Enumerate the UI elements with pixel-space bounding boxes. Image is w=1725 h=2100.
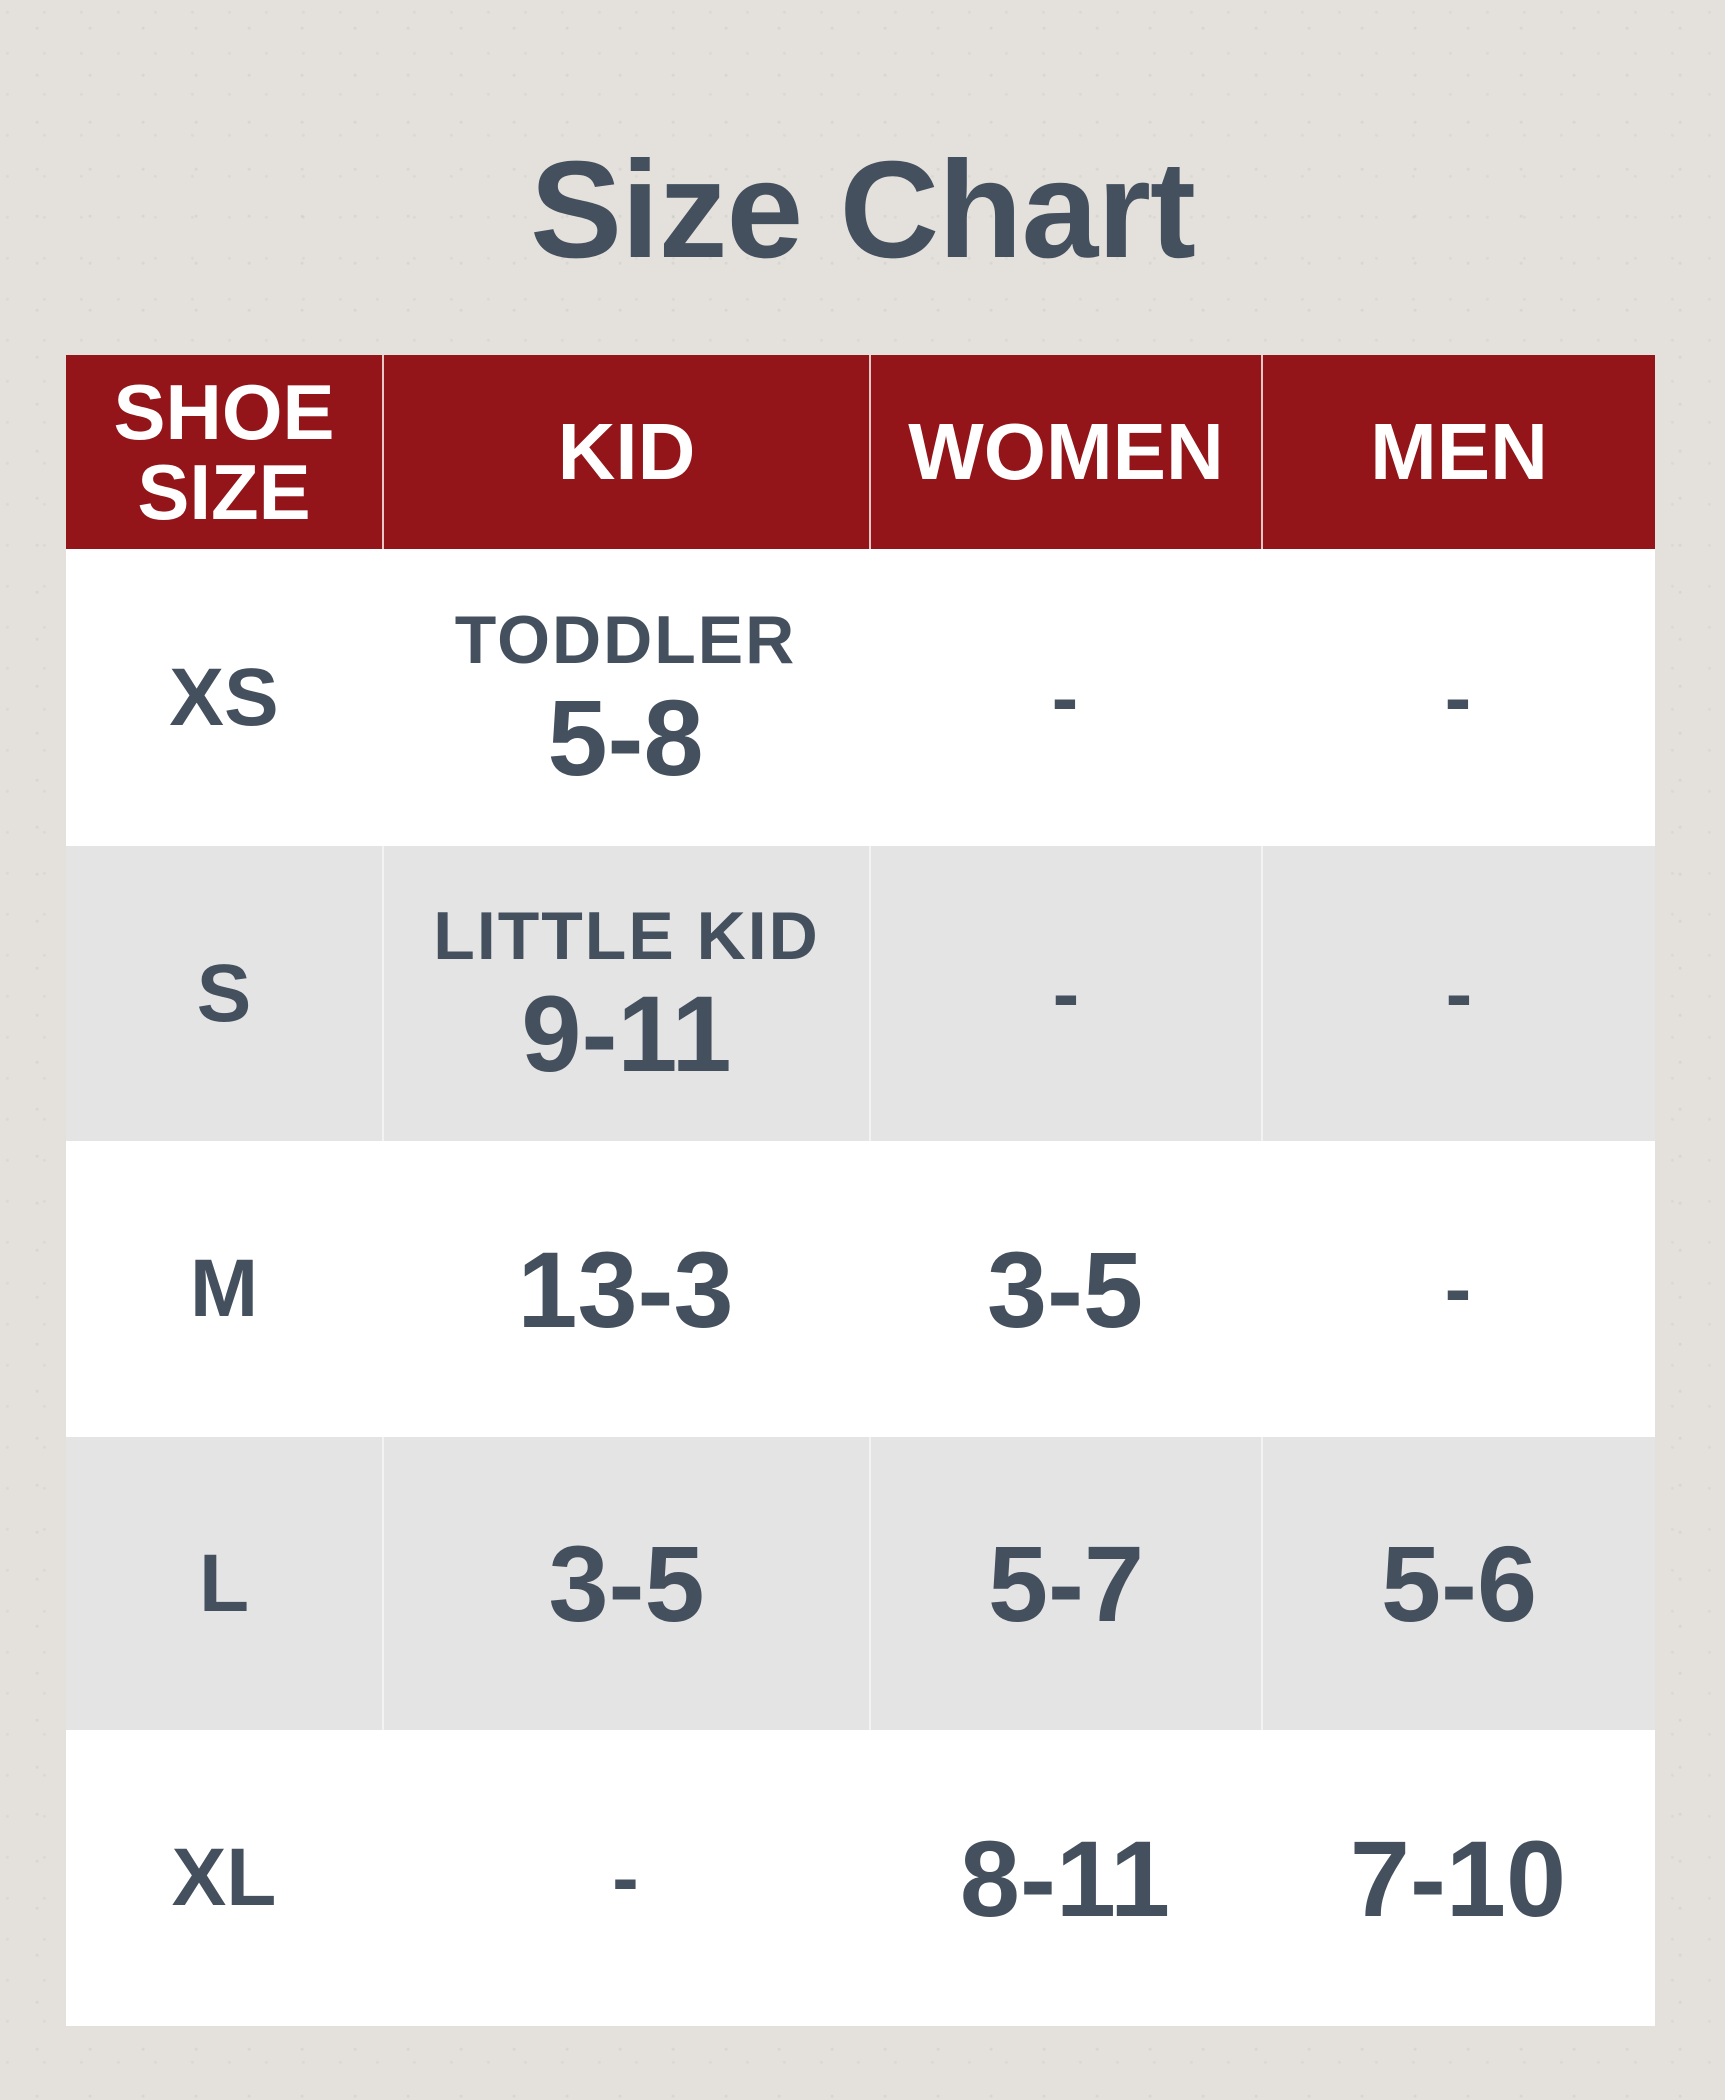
women-size: 8-11	[959, 1817, 1171, 1939]
header-men: MEN	[1261, 355, 1655, 549]
page-title: Size Chart	[530, 133, 1196, 287]
women-cell: 8-11	[869, 1730, 1261, 2026]
women-cell: 3-5	[869, 1141, 1261, 1437]
men-size: 5-6	[1380, 1523, 1538, 1644]
men-cell: 7-10	[1261, 1730, 1655, 2026]
women-cell: -	[869, 549, 1261, 846]
size-label: L	[198, 1537, 250, 1629]
kid-category: TODDLER	[454, 602, 797, 678]
kid-cell: 3-5	[382, 1437, 869, 1730]
size-label: XL	[171, 1832, 277, 1923]
kid-size: 9-11	[521, 973, 732, 1094]
women-cell: 5-7	[869, 1437, 1261, 1730]
header-shoe-size: SHOE SIZE	[66, 355, 382, 549]
women-cell: -	[869, 846, 1261, 1141]
kid-size: -	[612, 1833, 639, 1922]
kid-category: LITTLE KID	[433, 898, 820, 974]
kid-cell: TODDLER 5-8	[382, 549, 869, 846]
row-size-cell: S	[66, 846, 382, 1141]
row-size-cell: L	[66, 1437, 382, 1730]
men-cell: 5-6	[1261, 1437, 1655, 1730]
men-size: -	[1444, 1244, 1472, 1333]
header-kid: KID	[382, 355, 869, 549]
men-size: -	[1444, 652, 1472, 742]
size-label: M	[189, 1243, 259, 1334]
row-size-cell: M	[66, 1141, 382, 1437]
size-chart-table: SHOE SIZE KID WOMEN MEN XS TODDLER 5-8 - - S L…	[66, 355, 1655, 2026]
header-women: WOMEN	[869, 355, 1261, 549]
row-size-cell: XS	[66, 549, 382, 846]
men-size: 7-10	[1349, 1817, 1567, 1939]
row-size-cell: XL	[66, 1730, 382, 2026]
men-cell: -	[1261, 549, 1655, 846]
women-size: 5-7	[987, 1523, 1145, 1644]
women-size: -	[1051, 652, 1079, 742]
size-label: XS	[169, 651, 279, 743]
women-size: -	[1052, 948, 1080, 1038]
kid-cell: LITTLE KID 9-11	[382, 846, 869, 1141]
men-size: -	[1445, 948, 1473, 1038]
header-label: SHOE SIZE	[113, 368, 335, 536]
kid-cell: -	[382, 1730, 869, 2026]
kid-size: 5-8	[547, 677, 704, 798]
kid-size: 3-5	[548, 1523, 705, 1644]
men-cell: -	[1261, 846, 1655, 1141]
women-size: 3-5	[986, 1228, 1144, 1350]
kid-size: 13-3	[517, 1228, 734, 1350]
kid-cell: 13-3	[382, 1141, 869, 1437]
size-label: S	[196, 947, 252, 1039]
men-cell: -	[1261, 1141, 1655, 1437]
